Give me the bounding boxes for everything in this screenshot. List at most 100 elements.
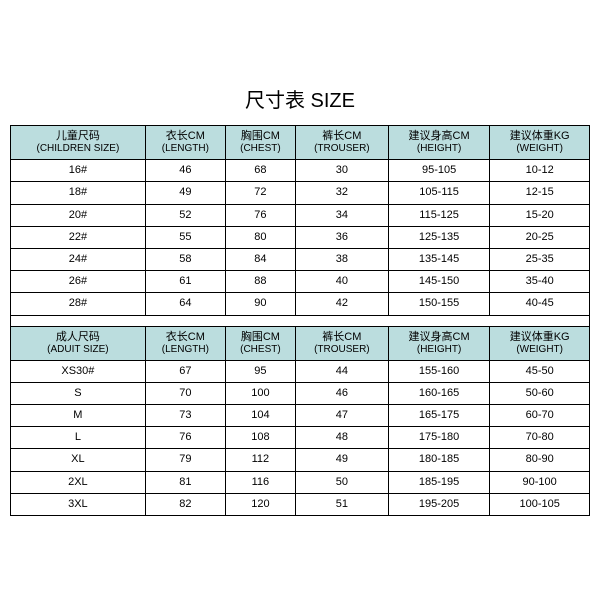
col-length: 衣长CM(LENGTH) bbox=[145, 326, 225, 360]
table-row: 20#527634115-12515-20 bbox=[11, 204, 590, 226]
table-cell: M bbox=[11, 405, 146, 427]
size-chart: 尺寸表 SIZE 儿童尺码(CHILDREN SIZE) 衣长CM(LENGTH… bbox=[10, 84, 590, 516]
table-cell: 60-70 bbox=[490, 405, 590, 427]
table-cell: 40 bbox=[295, 271, 388, 293]
table-cell: 25-35 bbox=[490, 248, 590, 270]
col-length: 衣长CM(LENGTH) bbox=[145, 126, 225, 160]
table-cell: 76 bbox=[225, 204, 295, 226]
table-row: XL7911249180-18580-90 bbox=[11, 449, 590, 471]
table-cell: 108 bbox=[225, 427, 295, 449]
chart-title: 尺寸表 SIZE bbox=[10, 84, 590, 113]
table-cell: 49 bbox=[145, 182, 225, 204]
table-cell: 90 bbox=[225, 293, 295, 315]
table-cell: 80 bbox=[225, 226, 295, 248]
table-cell: 52 bbox=[145, 204, 225, 226]
col-trouser: 裤长CM(TROUSER) bbox=[295, 326, 388, 360]
table-row: 2XL8111650185-19590-100 bbox=[11, 471, 590, 493]
table-row: 26#618840145-15035-40 bbox=[11, 271, 590, 293]
table-cell: 20# bbox=[11, 204, 146, 226]
table-cell: 95 bbox=[225, 360, 295, 382]
table-cell: 104 bbox=[225, 405, 295, 427]
table-cell: 15-20 bbox=[490, 204, 590, 226]
col-adult-size: 成人尺码(ADUIT SIZE) bbox=[11, 326, 146, 360]
table-cell: 116 bbox=[225, 471, 295, 493]
table-cell: 79 bbox=[145, 449, 225, 471]
table-cell: XL bbox=[11, 449, 146, 471]
table-cell: 51 bbox=[295, 493, 388, 515]
table-cell: 3XL bbox=[11, 493, 146, 515]
table-cell: 135-145 bbox=[388, 248, 489, 270]
section-gap bbox=[11, 315, 590, 326]
table-cell: 84 bbox=[225, 248, 295, 270]
table-cell: 44 bbox=[295, 360, 388, 382]
table-cell: 180-185 bbox=[388, 449, 489, 471]
col-height: 建议身高CM(HEIGHT) bbox=[388, 126, 489, 160]
table-cell: 70-80 bbox=[490, 427, 590, 449]
table-cell: 160-165 bbox=[388, 382, 489, 404]
table-cell: 40-45 bbox=[490, 293, 590, 315]
table-cell: 175-180 bbox=[388, 427, 489, 449]
table-cell: 24# bbox=[11, 248, 146, 270]
table-cell: 100 bbox=[225, 382, 295, 404]
table-cell: 36 bbox=[295, 226, 388, 248]
col-weight: 建议体重KG(WEIGHT) bbox=[490, 126, 590, 160]
table-row: XS30#679544155-16045-50 bbox=[11, 360, 590, 382]
col-children-size: 儿童尺码(CHILDREN SIZE) bbox=[11, 126, 146, 160]
col-chest: 胸围CM(CHEST) bbox=[225, 126, 295, 160]
table-cell: 32 bbox=[295, 182, 388, 204]
table-cell: 120 bbox=[225, 493, 295, 515]
table-cell: 20-25 bbox=[490, 226, 590, 248]
table-row: 3XL8212051195-205100-105 bbox=[11, 493, 590, 515]
table-cell: 125-135 bbox=[388, 226, 489, 248]
table-row: M7310447165-17560-70 bbox=[11, 405, 590, 427]
table-cell: 73 bbox=[145, 405, 225, 427]
table-cell: 35-40 bbox=[490, 271, 590, 293]
table-cell: 46 bbox=[145, 160, 225, 182]
table-row: 16#46683095-10510-12 bbox=[11, 160, 590, 182]
table-cell: 155-160 bbox=[388, 360, 489, 382]
table-cell: 50-60 bbox=[490, 382, 590, 404]
table-row: 24#588438135-14525-35 bbox=[11, 248, 590, 270]
table-cell: 88 bbox=[225, 271, 295, 293]
table-cell: 16# bbox=[11, 160, 146, 182]
table-cell: 67 bbox=[145, 360, 225, 382]
table-row: L7610848175-18070-80 bbox=[11, 427, 590, 449]
table-cell: 12-15 bbox=[490, 182, 590, 204]
table-cell: 81 bbox=[145, 471, 225, 493]
adult-header-row: 成人尺码(ADUIT SIZE) 衣长CM(LENGTH) 胸围CM(CHEST… bbox=[11, 326, 590, 360]
table-cell: 150-155 bbox=[388, 293, 489, 315]
table-cell: 55 bbox=[145, 226, 225, 248]
table-cell: 80-90 bbox=[490, 449, 590, 471]
table-cell: 58 bbox=[145, 248, 225, 270]
table-cell: 26# bbox=[11, 271, 146, 293]
table-cell: 49 bbox=[295, 449, 388, 471]
table-cell: 22# bbox=[11, 226, 146, 248]
table-cell: 112 bbox=[225, 449, 295, 471]
table-cell: 38 bbox=[295, 248, 388, 270]
table-cell: 47 bbox=[295, 405, 388, 427]
table-cell: 30 bbox=[295, 160, 388, 182]
table-cell: 105-115 bbox=[388, 182, 489, 204]
table-cell: XS30# bbox=[11, 360, 146, 382]
table-cell: 145-150 bbox=[388, 271, 489, 293]
table-cell: 50 bbox=[295, 471, 388, 493]
table-row: 18#497232105-11512-15 bbox=[11, 182, 590, 204]
table-cell: 185-195 bbox=[388, 471, 489, 493]
table-cell: 45-50 bbox=[490, 360, 590, 382]
table-cell: 95-105 bbox=[388, 160, 489, 182]
table-cell: 100-105 bbox=[490, 493, 590, 515]
col-chest: 胸围CM(CHEST) bbox=[225, 326, 295, 360]
table-cell: 34 bbox=[295, 204, 388, 226]
table-cell: 2XL bbox=[11, 471, 146, 493]
size-table: 儿童尺码(CHILDREN SIZE) 衣长CM(LENGTH) 胸围CM(CH… bbox=[10, 125, 590, 516]
table-cell: 64 bbox=[145, 293, 225, 315]
table-cell: L bbox=[11, 427, 146, 449]
table-cell: 72 bbox=[225, 182, 295, 204]
table-cell: 46 bbox=[295, 382, 388, 404]
table-cell: 68 bbox=[225, 160, 295, 182]
table-row: 22#558036125-13520-25 bbox=[11, 226, 590, 248]
table-cell: 42 bbox=[295, 293, 388, 315]
table-cell: 28# bbox=[11, 293, 146, 315]
col-trouser: 裤长CM(TROUSER) bbox=[295, 126, 388, 160]
children-header-row: 儿童尺码(CHILDREN SIZE) 衣长CM(LENGTH) 胸围CM(CH… bbox=[11, 126, 590, 160]
